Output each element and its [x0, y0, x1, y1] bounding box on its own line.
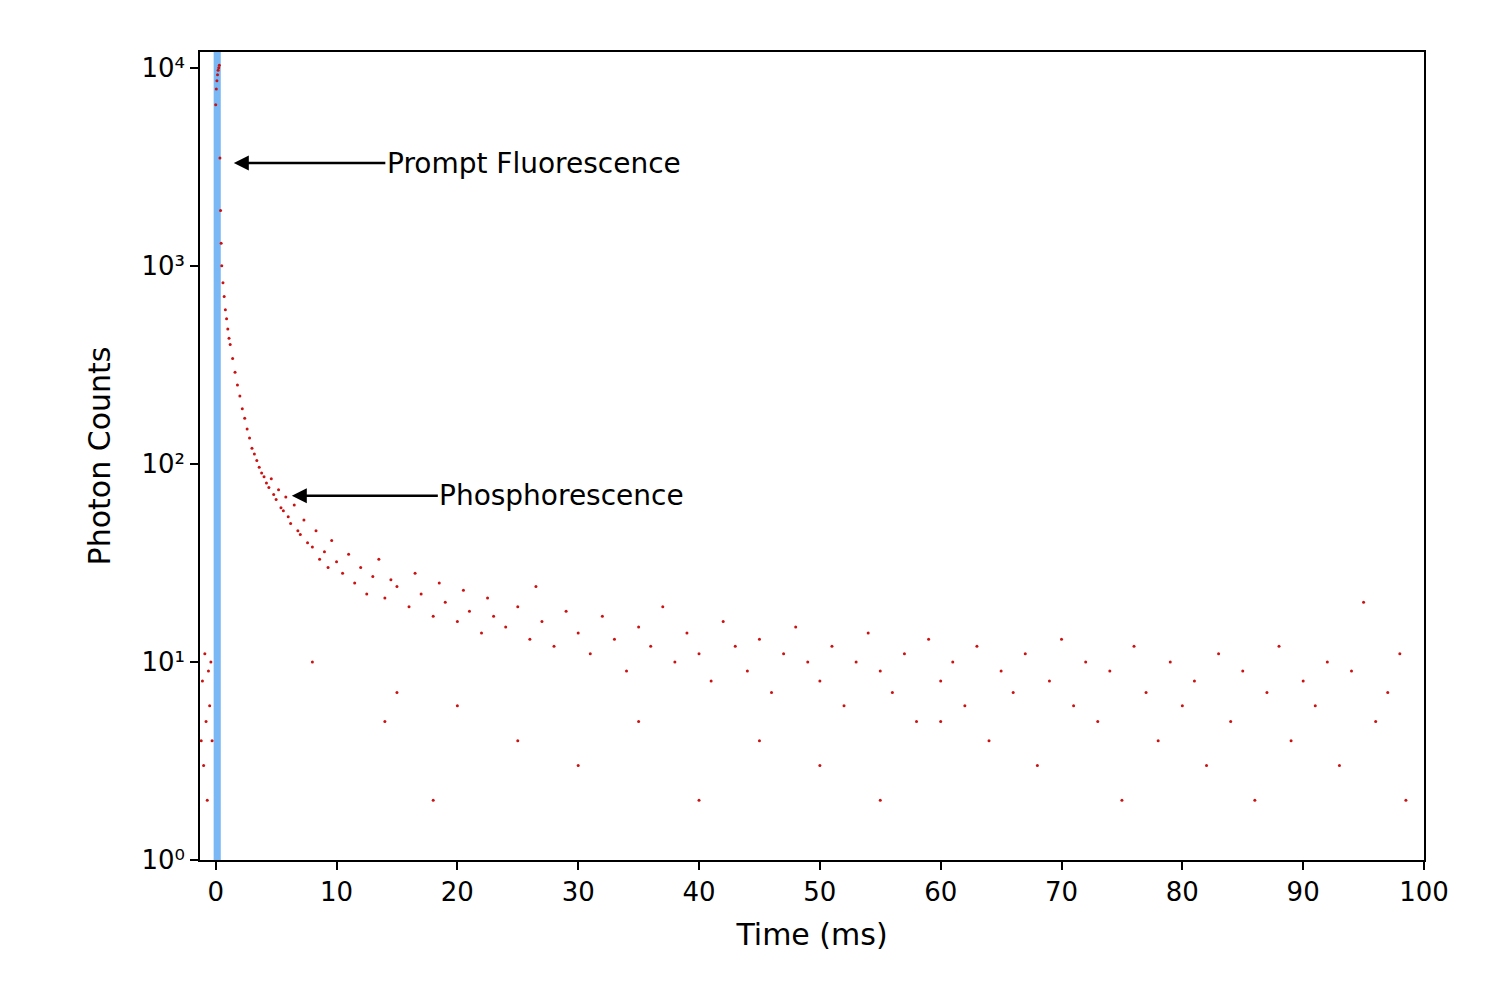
svg-text:Photon Counts: Photon Counts: [82, 347, 117, 566]
svg-text:10: 10: [320, 877, 353, 907]
svg-text:Prompt Fluorescence: Prompt Fluorescence: [387, 147, 681, 180]
svg-text:10²: 10²: [142, 449, 186, 479]
svg-text:10¹: 10¹: [142, 647, 186, 677]
svg-text:70: 70: [1045, 877, 1078, 907]
svg-text:80: 80: [1166, 877, 1199, 907]
svg-text:30: 30: [562, 877, 595, 907]
svg-text:Phosphorescence: Phosphorescence: [439, 479, 684, 512]
svg-text:50: 50: [803, 877, 836, 907]
svg-text:0: 0: [207, 877, 224, 907]
svg-text:10⁴: 10⁴: [142, 53, 186, 83]
svg-text:90: 90: [1287, 877, 1320, 907]
svg-text:100: 100: [1399, 877, 1449, 907]
svg-text:10⁰: 10⁰: [142, 845, 186, 875]
svg-text:Time (ms): Time (ms): [735, 917, 887, 952]
svg-text:10³: 10³: [142, 251, 186, 281]
svg-text:60: 60: [924, 877, 957, 907]
svg-text:40: 40: [682, 877, 715, 907]
svg-text:20: 20: [441, 877, 474, 907]
